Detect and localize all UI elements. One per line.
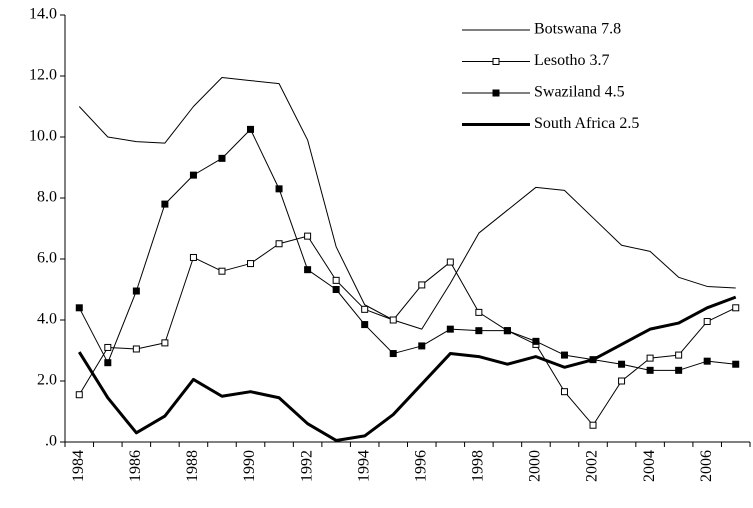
marker (104, 359, 112, 367)
marker (247, 260, 255, 268)
marker (275, 240, 283, 248)
legend-label: Lesotho 3.7 (534, 52, 610, 69)
marker (104, 343, 112, 351)
legend-label: Swaziland 4.5 (534, 84, 625, 101)
line (78, 77, 736, 330)
marker (446, 325, 454, 333)
marker (332, 276, 340, 284)
y-tick-label: 6.0 (37, 250, 57, 267)
x-tick-label: 1992 (298, 450, 315, 482)
marker (189, 253, 197, 261)
marker (75, 391, 83, 399)
y-tick-label: .0 (45, 433, 57, 450)
marker (389, 316, 397, 324)
series (75, 125, 740, 374)
marker (275, 185, 283, 193)
marker (732, 304, 740, 312)
marker (532, 337, 540, 345)
x-tick-label: 2006 (698, 450, 715, 482)
marker (132, 287, 140, 295)
marker (503, 327, 511, 335)
legend-label: Botswana 7.8 (534, 21, 621, 38)
marker (475, 308, 483, 316)
series (77, 295, 737, 442)
marker (332, 286, 340, 293)
line (78, 128, 736, 371)
x-tick-label: 1986 (127, 450, 144, 482)
x-tick-label: 2004 (641, 450, 658, 482)
marker (589, 421, 597, 429)
marker (189, 171, 197, 179)
marker (675, 351, 683, 359)
marker (618, 360, 626, 368)
x-tick-label: 1994 (355, 450, 372, 482)
marker (492, 89, 500, 97)
marker (161, 339, 169, 347)
y-tick-label: 14.0 (29, 6, 57, 23)
marker (646, 354, 654, 362)
series (78, 77, 736, 330)
marker (247, 125, 255, 133)
marker (618, 377, 626, 385)
legend-label: South Africa 2.5 (534, 115, 639, 132)
marker (361, 305, 369, 313)
marker (675, 366, 683, 374)
y-tick-label: 2.0 (37, 372, 57, 389)
marker (475, 327, 483, 335)
marker (389, 350, 397, 358)
y-tick-label: 12.0 (29, 67, 57, 84)
marker (304, 266, 312, 274)
line (78, 235, 736, 426)
y-tick-label: 10.0 (29, 128, 57, 145)
marker (132, 345, 140, 353)
marker (161, 200, 169, 208)
marker (646, 366, 654, 374)
marker (560, 388, 568, 396)
marker (218, 267, 226, 275)
marker (75, 304, 83, 312)
marker (703, 357, 711, 365)
marker (446, 258, 454, 266)
marker (304, 232, 312, 240)
x-tick-label: 1984 (70, 450, 87, 482)
marker (218, 154, 226, 162)
line (77, 295, 737, 442)
y-tick-label: 4.0 (37, 311, 57, 328)
x-tick-label: 2002 (584, 450, 601, 482)
x-tick-label: 1988 (184, 450, 201, 482)
x-tick-label: 1996 (412, 450, 429, 482)
marker (361, 321, 369, 329)
marker (418, 342, 426, 350)
marker (418, 281, 426, 289)
marker (560, 351, 568, 359)
x-tick-label: 1990 (241, 450, 258, 482)
marker (732, 360, 740, 368)
x-tick-label: 2000 (527, 450, 544, 482)
marker (492, 58, 500, 65)
y-tick-label: 8.0 (37, 189, 57, 206)
x-tick-label: 1998 (470, 450, 487, 482)
marker (703, 318, 711, 326)
